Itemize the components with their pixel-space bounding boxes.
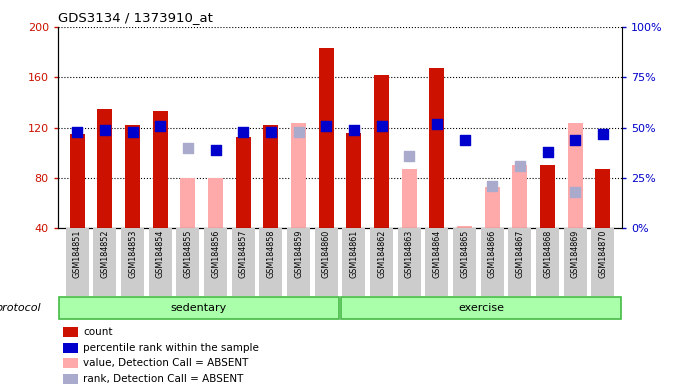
Text: GSM184861: GSM184861 <box>350 230 358 278</box>
Text: count: count <box>83 327 113 337</box>
Point <box>404 153 415 159</box>
FancyBboxPatch shape <box>204 228 227 296</box>
Bar <box>291 122 306 228</box>
Bar <box>485 187 500 228</box>
Point <box>265 129 276 135</box>
Text: GSM184852: GSM184852 <box>101 230 109 278</box>
Point <box>570 189 581 195</box>
Point <box>238 129 249 135</box>
Bar <box>540 166 555 228</box>
Bar <box>263 125 278 228</box>
Bar <box>208 178 223 228</box>
FancyBboxPatch shape <box>341 297 621 319</box>
Text: percentile rank within the sample: percentile rank within the sample <box>83 343 259 353</box>
Text: GSM184866: GSM184866 <box>488 230 496 278</box>
Text: GSM184851: GSM184851 <box>73 230 82 278</box>
Bar <box>63 343 78 353</box>
Point <box>127 129 138 135</box>
Point <box>431 121 442 127</box>
FancyBboxPatch shape <box>66 228 88 296</box>
FancyBboxPatch shape <box>481 228 503 296</box>
Point <box>182 145 193 151</box>
FancyBboxPatch shape <box>287 228 310 296</box>
Text: exercise: exercise <box>458 303 504 313</box>
Bar <box>97 109 112 228</box>
Text: GSM184856: GSM184856 <box>211 230 220 278</box>
FancyBboxPatch shape <box>453 228 476 296</box>
FancyBboxPatch shape <box>93 228 116 296</box>
Text: value, Detection Call = ABSENT: value, Detection Call = ABSENT <box>83 358 249 368</box>
FancyBboxPatch shape <box>232 228 254 296</box>
Text: GSM184869: GSM184869 <box>571 230 579 278</box>
Bar <box>152 111 168 228</box>
Text: rank, Detection Call = ABSENT: rank, Detection Call = ABSENT <box>83 374 243 384</box>
Bar <box>346 133 362 228</box>
Text: GSM184867: GSM184867 <box>515 230 524 278</box>
Point <box>348 127 359 133</box>
Point <box>99 127 110 133</box>
FancyBboxPatch shape <box>149 228 171 296</box>
FancyBboxPatch shape <box>315 228 337 296</box>
FancyBboxPatch shape <box>564 228 587 296</box>
Bar <box>69 134 85 228</box>
FancyBboxPatch shape <box>509 228 531 296</box>
Point <box>542 149 553 155</box>
Point <box>155 122 166 129</box>
Text: GSM184865: GSM184865 <box>460 230 469 278</box>
Point <box>293 129 304 135</box>
Point <box>71 129 82 135</box>
Text: GSM184870: GSM184870 <box>598 230 607 278</box>
Point <box>514 163 525 169</box>
Bar <box>512 166 528 228</box>
Text: GSM184862: GSM184862 <box>377 230 386 278</box>
Text: GSM184853: GSM184853 <box>128 230 137 278</box>
FancyBboxPatch shape <box>343 228 365 296</box>
Bar <box>374 75 389 228</box>
Bar <box>429 68 445 228</box>
FancyBboxPatch shape <box>398 228 420 296</box>
Text: GSM184863: GSM184863 <box>405 230 413 278</box>
Text: GDS3134 / 1373910_at: GDS3134 / 1373910_at <box>58 11 213 24</box>
FancyBboxPatch shape <box>426 228 448 296</box>
Text: GSM184868: GSM184868 <box>543 230 552 278</box>
Bar <box>568 122 583 228</box>
Point <box>570 137 581 143</box>
Point <box>321 122 332 129</box>
Text: GSM184854: GSM184854 <box>156 230 165 278</box>
Point <box>598 131 609 137</box>
Bar <box>180 178 195 228</box>
Text: sedentary: sedentary <box>171 303 227 313</box>
Text: protocol: protocol <box>0 303 41 313</box>
FancyBboxPatch shape <box>260 228 282 296</box>
FancyBboxPatch shape <box>121 228 144 296</box>
Bar <box>63 327 78 337</box>
Text: GSM184858: GSM184858 <box>267 230 275 278</box>
FancyBboxPatch shape <box>177 228 199 296</box>
Bar <box>402 169 417 228</box>
Point <box>459 137 470 143</box>
FancyBboxPatch shape <box>370 228 393 296</box>
Bar <box>63 358 78 368</box>
Text: GSM184860: GSM184860 <box>322 230 330 278</box>
Bar <box>318 48 334 228</box>
Point <box>487 183 498 189</box>
FancyBboxPatch shape <box>536 228 559 296</box>
Text: GSM184859: GSM184859 <box>294 230 303 278</box>
Bar <box>595 169 611 228</box>
Point <box>210 147 221 153</box>
Text: GSM184857: GSM184857 <box>239 230 248 278</box>
Bar <box>125 125 140 228</box>
FancyBboxPatch shape <box>59 297 339 319</box>
Bar <box>457 226 472 228</box>
Bar <box>235 136 251 228</box>
Text: GSM184864: GSM184864 <box>432 230 441 278</box>
FancyBboxPatch shape <box>592 228 614 296</box>
Bar <box>63 374 78 384</box>
Text: GSM184855: GSM184855 <box>184 230 192 278</box>
Point <box>376 122 387 129</box>
